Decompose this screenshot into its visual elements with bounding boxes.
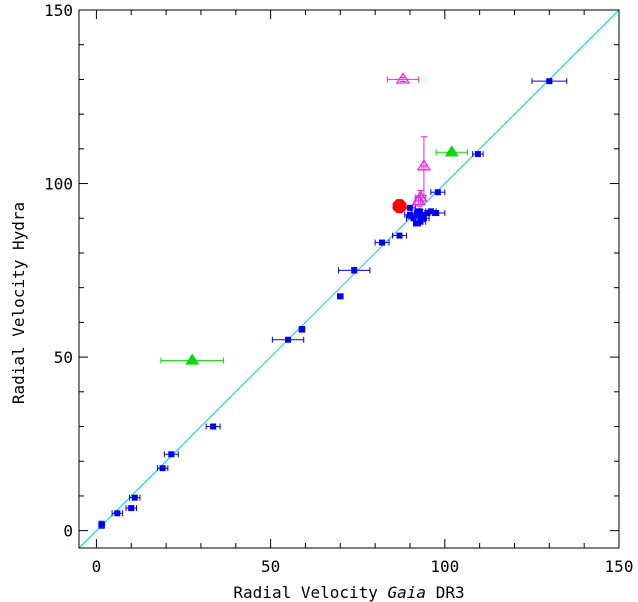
data-point (531, 78, 568, 85)
point-marker (417, 211, 424, 218)
x-axis-label-part-1: Radial Velocity (233, 583, 387, 602)
x-axis-label: Radial Velocity Gaia DR3 (233, 583, 464, 602)
data-point (271, 336, 305, 343)
point-marker (474, 151, 481, 158)
point-marker (427, 208, 434, 215)
point-marker (420, 215, 427, 222)
point-marker (128, 505, 135, 512)
point-marker (285, 336, 292, 343)
point-marker (392, 199, 407, 214)
point-marker (395, 72, 411, 84)
y-tick-label: 100 (44, 175, 73, 194)
x-axis-label-part-2: Gaia (388, 583, 427, 602)
point-marker (298, 326, 305, 333)
data-marks (78, 9, 620, 549)
point-marker (444, 145, 459, 157)
data-point (111, 510, 124, 517)
point-marker (114, 510, 121, 517)
point-marker (168, 451, 175, 458)
one-to-one-line (78, 9, 620, 549)
point-marker (131, 494, 138, 501)
point-marker (406, 211, 413, 218)
data-point (338, 267, 371, 274)
data-point (298, 326, 306, 333)
point-marker (379, 239, 386, 246)
data-point (156, 465, 169, 472)
data-point (374, 239, 390, 246)
point-marker (411, 193, 426, 206)
point-marker (546, 78, 553, 85)
x-axis-label-part-3: DR3 (426, 583, 465, 602)
x-tick-label: 50 (261, 557, 280, 576)
y-axis-label: Radial Velocity Hydra (9, 202, 28, 404)
x-tick-label: 150 (605, 557, 634, 576)
point-marker (396, 232, 403, 239)
data-point (125, 505, 137, 512)
point-marker (410, 215, 417, 222)
point-marker (406, 204, 413, 211)
y-tick-label: 50 (54, 348, 73, 367)
data-point (392, 232, 407, 239)
point-marker (413, 220, 420, 227)
data-point (163, 451, 179, 458)
axis-ticks (79, 9, 620, 548)
data-point (416, 136, 432, 197)
y-tick-label: 0 (63, 522, 73, 541)
tick-labels: 0 50 100 150 0 50 100 150 (44, 1, 633, 576)
point-marker (185, 353, 200, 365)
plot-frame (78, 9, 620, 549)
data-point (129, 494, 141, 501)
data-point (392, 199, 407, 214)
data-point (472, 151, 484, 158)
data-point (430, 189, 446, 196)
data-point (386, 72, 420, 84)
point-marker (351, 267, 358, 274)
data-point (426, 210, 446, 217)
data-point (418, 215, 430, 222)
point-marker (337, 293, 344, 300)
data-point (412, 220, 421, 227)
data-point (98, 520, 105, 529)
point-marker (159, 465, 166, 472)
point-marker (434, 189, 441, 196)
point-marker (210, 423, 217, 430)
point-marker (433, 210, 440, 217)
data-point (205, 423, 221, 430)
point-marker (415, 208, 422, 215)
point-marker (416, 158, 432, 171)
data-point (337, 293, 344, 300)
x-tick-label: 100 (430, 557, 459, 576)
data-point (435, 145, 468, 157)
data-point (160, 353, 225, 365)
point-marker (98, 521, 105, 528)
x-tick-label: 0 (92, 557, 102, 576)
y-tick-label: 150 (44, 1, 73, 20)
data-point (411, 193, 426, 207)
